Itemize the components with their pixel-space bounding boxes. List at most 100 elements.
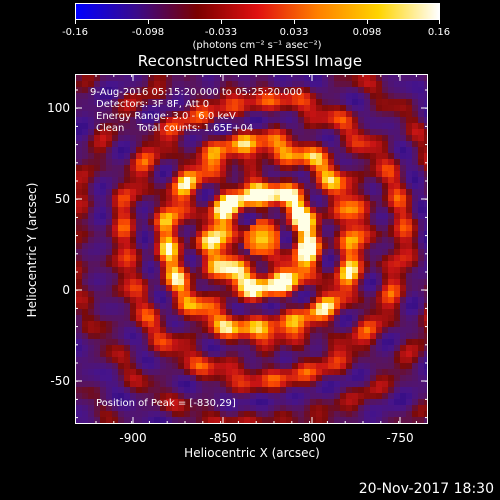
image-pixel [100,231,106,237]
image-pixel [388,249,394,255]
colorbar-tick-label: 0.098 [352,27,382,38]
image-pixel [286,267,292,273]
image-pixel [274,285,280,291]
image-pixel [244,159,250,165]
image-pixel [106,237,112,243]
image-pixel [196,369,202,375]
image-pixel [274,117,280,123]
image-pixel [238,255,244,261]
image-pixel [310,255,316,261]
image-pixel [358,411,364,417]
image-pixel [202,303,208,309]
image-pixel [136,273,142,279]
image-pixel [388,219,394,225]
image-pixel [76,351,82,357]
image-pixel [274,225,280,231]
image-pixel [250,393,256,399]
image-pixel [88,351,94,357]
image-pixel [406,267,412,273]
image-pixel [166,351,172,357]
image-pixel [238,411,244,417]
image-pixel [166,213,172,219]
image-pixel [226,249,232,255]
image-pixel [394,261,400,267]
image-pixel [256,357,262,363]
image-pixel [388,405,394,411]
image-pixel [358,285,364,291]
colorbar-tick-label: -0.098 [131,27,165,38]
image-pixel [316,273,322,279]
image-pixel [166,327,172,333]
image-pixel [154,129,160,135]
image-pixel [244,279,250,285]
image-pixel [298,165,304,171]
image-pixel [250,411,256,417]
image-pixel [184,327,190,333]
image-pixel [376,237,382,243]
image-pixel [322,243,328,249]
image-pixel [274,159,280,165]
image-pixel [412,399,418,405]
image-pixel [262,279,268,285]
image-pixel [244,225,250,231]
image-pixel [364,117,370,123]
image-pixel [412,267,418,273]
image-pixel [76,75,82,81]
image-pixel [280,375,286,381]
image-pixel [130,117,136,123]
image-pixel [412,357,418,363]
image-pixel [274,123,280,129]
image-pixel [400,141,406,147]
image-pixel [124,129,130,135]
image-pixel [232,399,238,405]
image-pixel [232,99,238,105]
image-pixel [382,135,388,141]
image-pixel [316,231,322,237]
image-pixel [424,213,427,219]
image-pixel [178,339,184,345]
image-pixel [82,201,88,207]
image-pixel [244,411,250,417]
image-pixel [220,417,226,423]
image-pixel [340,285,346,291]
image-pixel [148,87,154,93]
image-pixel [388,363,394,369]
image-pixel [424,111,427,117]
image-pixel [268,273,274,279]
image-pixel [82,225,88,231]
image-pixel [184,279,190,285]
image-pixel [232,405,238,411]
image-pixel [106,231,112,237]
image-pixel [244,375,250,381]
image-pixel [232,195,238,201]
image-pixel [208,309,214,315]
image-pixel [328,81,334,87]
image-pixel [82,351,88,357]
image-pixel [142,405,148,411]
image-pixel [334,159,340,165]
image-pixel [274,99,280,105]
image-pixel [250,297,256,303]
image-pixel [262,87,268,93]
image-pixel [178,147,184,153]
image-pixel [328,393,334,399]
image-pixel [232,75,238,81]
image-pixel [352,315,358,321]
image-pixel [208,279,214,285]
image-pixel [118,345,124,351]
image-pixel [154,117,160,123]
image-pixel [220,207,226,213]
image-pixel [220,261,226,267]
image-pixel [394,369,400,375]
image-pixel [178,273,184,279]
image-pixel [286,345,292,351]
image-pixel [190,147,196,153]
image-pixel [262,141,268,147]
image-pixel [220,93,226,99]
image-pixel [316,243,322,249]
image-pixel [400,219,406,225]
image-pixel [304,255,310,261]
image-pixel [346,99,352,105]
image-pixel [160,369,166,375]
image-pixel [256,213,262,219]
